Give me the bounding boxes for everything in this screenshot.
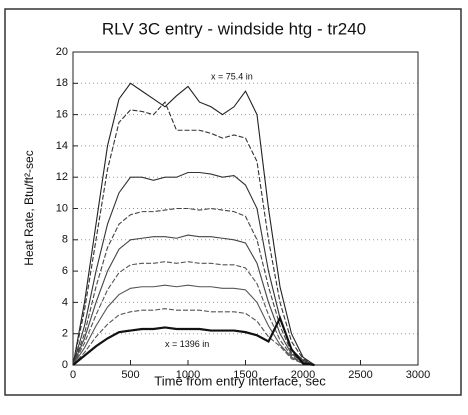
series-line [72,308,315,366]
series-line [72,261,315,366]
y-tick-label: 14 [56,140,68,152]
series-line [72,234,315,366]
y-tick-label: 0 [62,359,68,371]
x-tick-label: 0 [70,369,76,381]
y-tick-label: 18 [56,77,68,89]
y-axis-label: Heat Rate, Btu/ft²-sec [22,150,36,265]
series-line [72,82,315,366]
series-line [72,284,315,366]
x-tick-label: 1500 [233,369,257,381]
series-line [72,207,315,366]
x-axis-label: Time from entry interface, sec [154,373,326,388]
x-tick-label: 500 [121,369,139,381]
y-tick-label: 4 [62,296,68,308]
x-tick-label: 2000 [291,369,315,381]
x-tick-label: 2500 [348,369,372,381]
y-tick-label: 12 [56,171,68,183]
y-tick-label: 20 [56,46,68,58]
annotation: x = 1396 in [165,339,209,349]
series-line [72,171,315,366]
x-tick-label: 1000 [176,369,200,381]
series-line [72,315,315,367]
x-tick-label: 3000 [406,369,430,381]
annotation: x = 75.4 in [211,71,253,81]
y-tick-label: 10 [56,202,68,214]
chart-title: RLV 3C entry - windside htg - tr240 [102,19,366,38]
y-tick-label: 8 [62,234,68,246]
plot-area [72,51,419,366]
y-tick-label: 16 [56,109,68,121]
y-tick-label: 2 [62,328,68,340]
series-line [72,101,315,366]
y-tick-label: 6 [62,265,68,277]
